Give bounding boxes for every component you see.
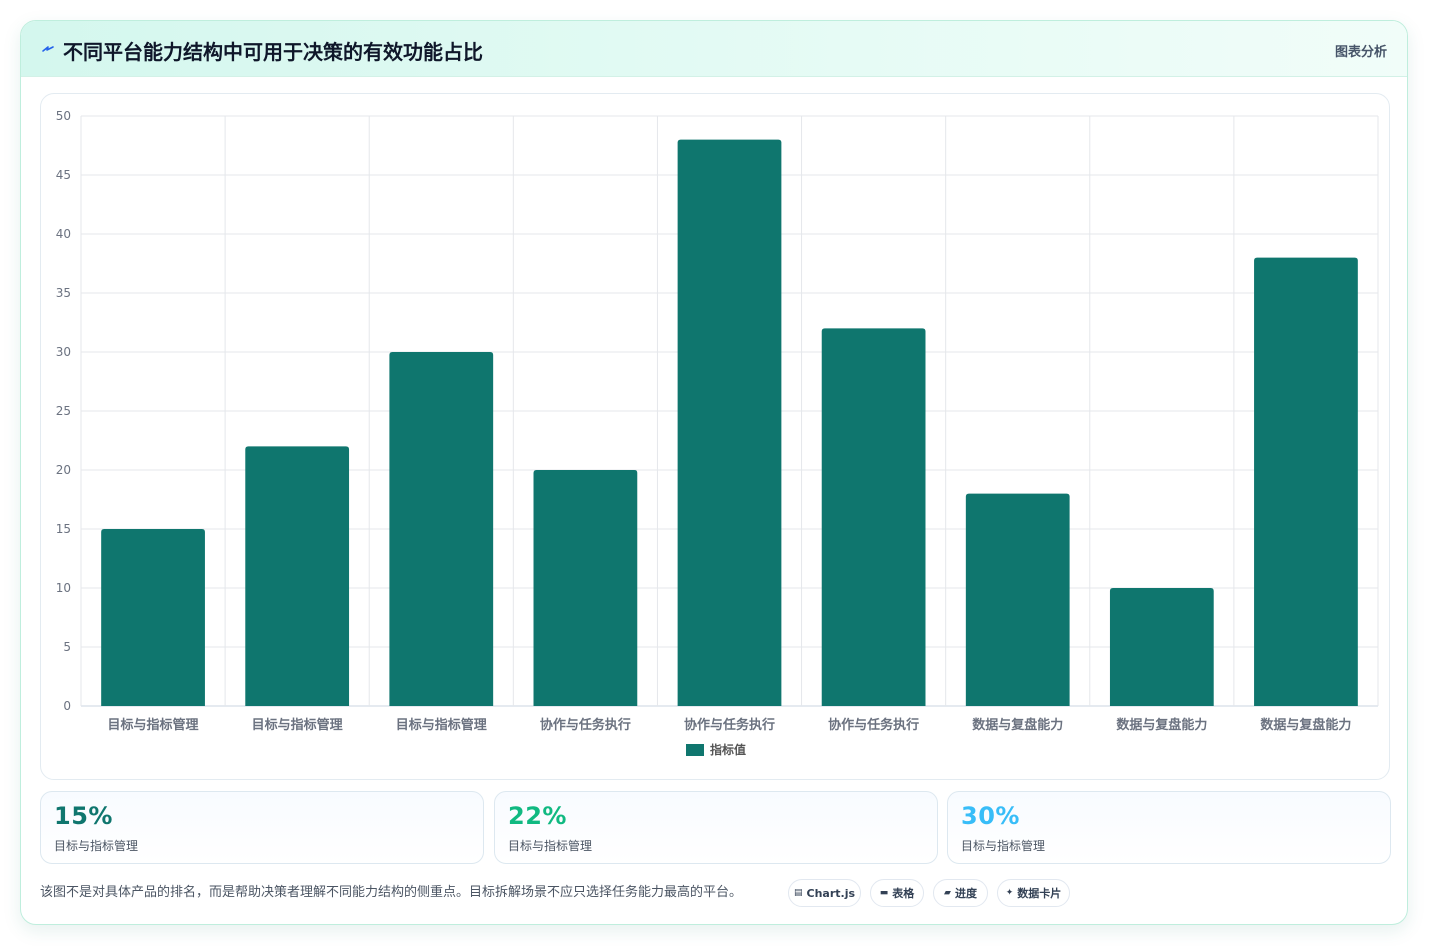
y-tick-label: 15 (56, 522, 71, 536)
stat-label: 目标与指标管理 (961, 839, 1046, 853)
progress-icon: ▰ (944, 888, 951, 898)
x-tick-label: 协作与任务执行 (684, 717, 775, 733)
x-tick-label: 协作与任务执行 (828, 717, 919, 733)
y-tick-label: 5 (63, 640, 71, 654)
y-tick-label: 35 (56, 286, 71, 300)
bar (1254, 257, 1358, 706)
bar (965, 493, 1070, 706)
x-tick-label: 数据与复盘能力 (972, 717, 1063, 733)
y-tick-label: 50 (56, 109, 71, 123)
stat-card-3: 30% 目标与指标管理 (947, 791, 1391, 864)
y-tick-label: 40 (56, 227, 71, 241)
x-tick-label: 数据与复盘能力 (1260, 717, 1351, 733)
chart-icon: ▤ (793, 888, 803, 898)
bar (389, 352, 494, 706)
stat-value: 15% (54, 802, 113, 830)
bar (101, 529, 205, 706)
pill-chartjs[interactable]: ▤ Chart.js (788, 879, 861, 907)
y-tick-label: 20 (56, 463, 71, 477)
table-icon: ▬ (879, 888, 889, 898)
pill-label: Chart.js (806, 886, 856, 900)
x-tick-label: 数据与复盘能力 (1116, 717, 1207, 733)
bar (245, 446, 350, 706)
legend-label: 指标值 (710, 742, 746, 757)
x-tick-label: 协作与任务执行 (540, 717, 631, 733)
bar (1109, 588, 1214, 706)
legend-swatch (686, 744, 704, 756)
stat-card-1: 15% 目标与指标管理 (40, 791, 484, 864)
bar-chart: 0 5 10 15 20 25 30 35 40 45 50 目标与指标管理 目标与指标管理 目标与指标管… (56, 109, 1379, 757)
pill-progress[interactable]: ▰ 进度 (933, 879, 988, 907)
bar (821, 328, 926, 706)
bar (533, 470, 638, 706)
stat-value: 30% (961, 802, 1020, 830)
chart-panel: 0 5 10 15 20 25 30 35 40 45 50 目标与指标管理 目标与指标管理 目标与指标管… (40, 93, 1390, 780)
stat-label: 目标与指标管理 (54, 839, 139, 853)
pill-label: 数据卡片 (1017, 887, 1062, 900)
x-tick-label: 目标与指标管理 (108, 717, 199, 733)
chart-card: 不同平台能力结构中可用于决策的有效功能占比 图表分析 0 5 10 15 20 25 30 3… (20, 20, 1408, 925)
y-tick-label: 45 (56, 168, 71, 182)
page-title: 不同平台能力结构中可用于决策的有效功能占比 (63, 40, 483, 64)
x-tick-label: 目标与指标管理 (396, 717, 487, 733)
chart-analysis-tag: 图表分析 (1334, 45, 1387, 60)
sparkle-icon: ✦ (1005, 888, 1014, 898)
card-header: 不同平台能力结构中可用于决策的有效功能占比 图表分析 (21, 21, 1407, 77)
pill-label: 进度 (954, 887, 977, 900)
stat-card-2: 22% 目标与指标管理 (494, 791, 938, 864)
y-tick-label: 25 (56, 404, 71, 418)
y-tick-label: 30 (56, 345, 71, 359)
pill-data-card[interactable]: ✦ 数据卡片 (997, 879, 1070, 907)
pill-table[interactable]: ▬ 表格 (870, 879, 924, 907)
y-tick-label: 0 (63, 699, 71, 713)
footer-note: 该图不是对具体产品的排名，而是帮助决策者理解不同能力结构的侧重点。目标拆解场景不… (40, 885, 743, 900)
x-tick-label: 目标与指标管理 (252, 717, 343, 733)
y-tick-label: 10 (56, 581, 71, 595)
bar (677, 139, 782, 707)
bolt-icon (42, 46, 54, 52)
pill-label: 表格 (892, 887, 915, 900)
stat-label: 目标与指标管理 (508, 839, 593, 853)
stat-value: 22% (508, 802, 567, 830)
